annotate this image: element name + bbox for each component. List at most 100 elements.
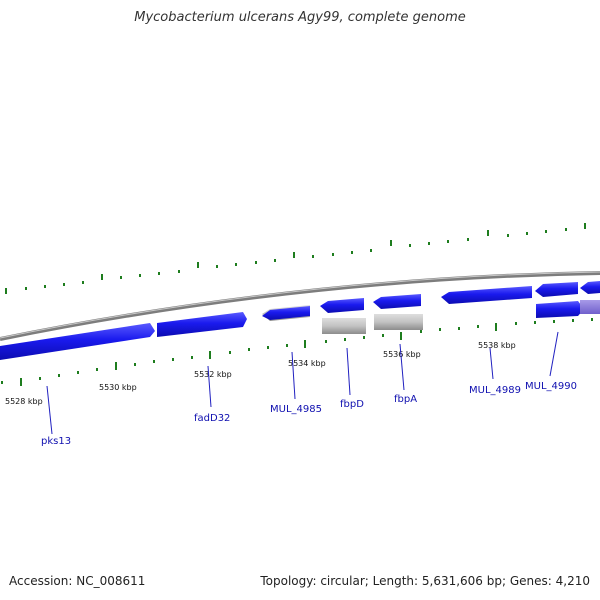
- reverse-strand-genes: [0, 300, 600, 360]
- scale-label: 5536 kbp: [383, 350, 421, 359]
- tick-mark: [312, 255, 314, 258]
- tick-mark: [286, 344, 288, 347]
- inner-tick-track: [1, 318, 593, 386]
- tick-mark: [96, 368, 98, 371]
- tick-mark: [115, 362, 117, 370]
- map-title: Mycobacterium ulcerans Agy99, complete g…: [134, 10, 466, 25]
- tick-mark: [77, 371, 79, 374]
- tick-mark: [344, 338, 346, 341]
- tick-mark: [420, 330, 422, 333]
- gene-arrow[interactable]: [441, 286, 532, 304]
- tick-mark: [447, 240, 449, 243]
- gene-label-fbpD[interactable]: fbpD: [340, 399, 364, 410]
- genome-summary: Topology: circularLength: 5,631,606 bpGe…: [260, 574, 590, 588]
- tick-mark: [255, 261, 257, 264]
- leader-line: [207, 365, 212, 408]
- tick-mark: [534, 321, 536, 324]
- scale-label: 5532 kbp: [194, 370, 232, 379]
- gene-arrow[interactable]: [535, 282, 578, 297]
- gene-arrow[interactable]: [320, 298, 364, 313]
- tick-mark: [591, 318, 593, 321]
- gene-label-MUL_4985[interactable]: MUL_4985: [270, 404, 322, 415]
- tick-mark: [25, 287, 27, 290]
- tick-mark: [458, 327, 460, 330]
- scale-label: 5528 kbp: [5, 397, 43, 406]
- gene-label-MUL_4990[interactable]: MUL_4990: [525, 381, 577, 392]
- gene-label-fbpA[interactable]: fbpA: [394, 394, 417, 405]
- tick-mark: [120, 276, 122, 279]
- gene-arrow[interactable]: [580, 300, 600, 314]
- tick-mark: [428, 242, 430, 245]
- leader-line: [489, 347, 494, 380]
- leader-line: [399, 343, 405, 391]
- tick-mark: [400, 332, 402, 340]
- gene-label-lines: [46, 331, 559, 435]
- tick-mark: [197, 262, 199, 268]
- leader-line: [291, 351, 296, 400]
- gene-label-MUL_4989[interactable]: MUL_4989: [469, 385, 521, 396]
- length-label: Length: 5,631,606 bp: [365, 574, 502, 588]
- pseudo-gene[interactable]: [374, 314, 423, 330]
- tick-mark: [39, 377, 41, 380]
- outer-tick-track: [5, 223, 586, 294]
- tick-mark: [293, 252, 295, 258]
- gene-label-pks13[interactable]: pks13: [41, 436, 71, 447]
- tick-mark: [63, 283, 65, 286]
- tick-mark: [248, 348, 250, 351]
- tick-mark: [495, 323, 497, 331]
- tick-mark: [101, 274, 103, 280]
- gene-arrow[interactable]: [157, 312, 247, 337]
- tick-mark: [82, 281, 84, 284]
- genome-backbone: [0, 271, 600, 341]
- topology-label: Topology: circular: [260, 574, 365, 588]
- tick-mark: [553, 320, 555, 323]
- tick-mark: [526, 232, 528, 235]
- accession-label: Accession: NC_008611: [9, 574, 146, 588]
- tick-mark: [382, 334, 384, 337]
- gene-arrow[interactable]: [0, 323, 155, 360]
- tick-mark: [274, 259, 276, 262]
- forward-strand-genes: [262, 281, 600, 321]
- tick-mark: [139, 274, 141, 277]
- tick-mark: [44, 285, 46, 288]
- tick-mark: [304, 340, 306, 348]
- tick-mark: [134, 363, 136, 366]
- tick-mark: [1, 381, 3, 384]
- gene-label-fadD32[interactable]: fadD32: [194, 413, 230, 424]
- tick-mark: [363, 336, 365, 339]
- tick-mark: [351, 251, 353, 254]
- tick-mark: [5, 288, 7, 294]
- tick-mark: [20, 378, 22, 386]
- tick-mark: [584, 223, 586, 229]
- tick-mark: [477, 325, 479, 328]
- tick-mark: [565, 228, 567, 231]
- tick-mark: [467, 238, 469, 241]
- leader-line: [346, 347, 351, 396]
- tick-mark: [158, 272, 160, 275]
- gene-arrow[interactable]: [373, 294, 421, 309]
- tick-mark: [515, 322, 517, 325]
- pseudo-gene[interactable]: [322, 318, 366, 334]
- scale-labels: 5528 kbp 5530 kbp 5532 kbp 5534 kbp 5536…: [5, 341, 516, 406]
- scale-label: 5530 kbp: [99, 383, 137, 392]
- tick-mark: [507, 234, 509, 237]
- scale-label: 5538 kbp: [478, 341, 516, 350]
- genes-count-label: Genes: 4,210: [502, 574, 590, 588]
- gene-arrow[interactable]: [262, 306, 310, 320]
- tick-mark: [153, 360, 155, 363]
- gene-arrow[interactable]: [536, 301, 584, 318]
- tick-mark: [390, 240, 392, 246]
- tick-mark: [267, 346, 269, 349]
- gene-labels: pks13 fadD32 MUL_4985 fbpD fbpA MUL_4989…: [41, 381, 577, 447]
- tick-mark: [409, 244, 411, 247]
- scale-label: 5534 kbp: [288, 359, 326, 368]
- tick-mark: [370, 249, 372, 252]
- tick-mark: [229, 351, 231, 354]
- tick-mark: [58, 374, 60, 377]
- tick-mark: [439, 328, 441, 331]
- tick-mark: [487, 230, 489, 236]
- tick-mark: [178, 270, 180, 273]
- gene-arrow[interactable]: [580, 281, 600, 294]
